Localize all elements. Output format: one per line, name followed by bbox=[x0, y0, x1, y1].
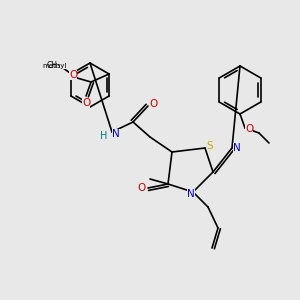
Text: O: O bbox=[138, 183, 146, 193]
Text: S: S bbox=[207, 141, 213, 151]
Text: H: H bbox=[100, 131, 108, 141]
Text: CH₃: CH₃ bbox=[47, 61, 61, 70]
Text: O: O bbox=[245, 124, 253, 134]
Text: O: O bbox=[150, 99, 158, 109]
Text: N: N bbox=[112, 129, 120, 139]
Text: O: O bbox=[82, 98, 90, 108]
Text: methyl: methyl bbox=[43, 63, 67, 69]
Text: O: O bbox=[69, 70, 77, 80]
Text: N: N bbox=[187, 189, 195, 199]
Text: N: N bbox=[233, 143, 241, 153]
